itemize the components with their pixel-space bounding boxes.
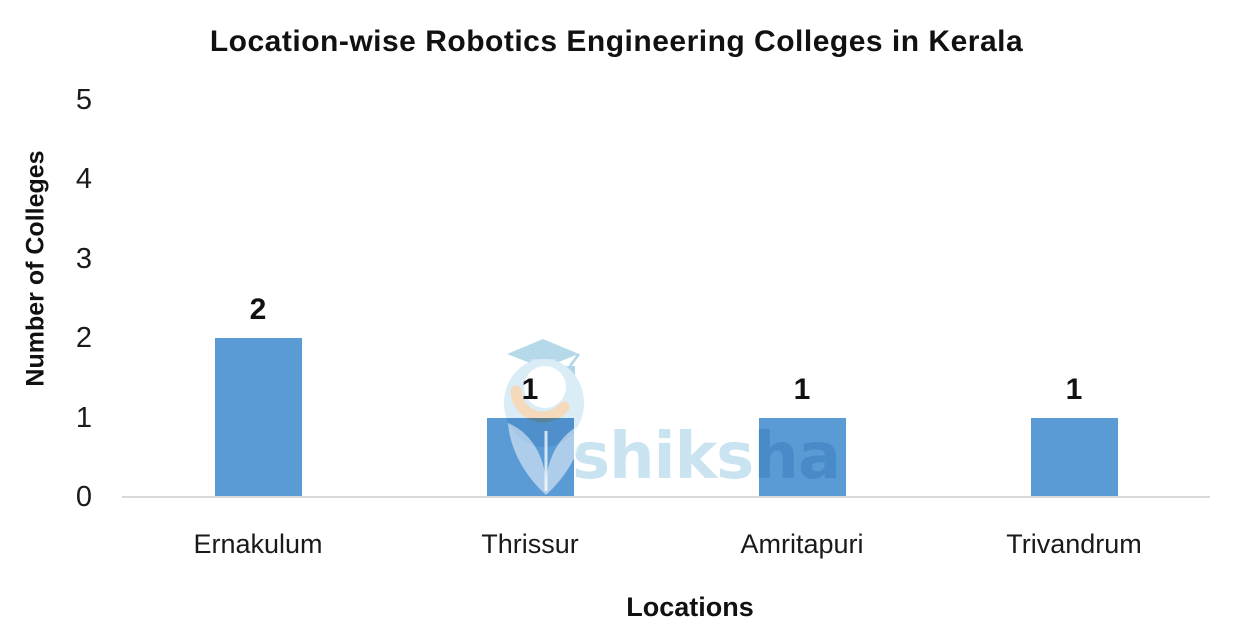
y-tick-label: 5: [75, 84, 92, 116]
bar-ernakulum: [214, 338, 302, 497]
bar-thrissur: [486, 417, 574, 497]
x-axis-title: Locations: [626, 592, 754, 622]
y-tick-label: 2: [75, 322, 92, 355]
y-tick-label: 4: [75, 163, 92, 196]
y-tick-label: 1: [75, 401, 92, 434]
data-label-ernakulum: 2: [249, 293, 267, 327]
data-label-trivandrum: 1: [1065, 372, 1083, 406]
bar-amritapuri: [758, 417, 846, 497]
x-axis-line: [122, 496, 1210, 498]
y-tick-label: 3: [75, 242, 92, 275]
data-label-thrissur: 1: [521, 372, 539, 406]
category-label-ernakulum: Ernakulum: [193, 529, 323, 559]
bar-trivandrum: [1030, 417, 1118, 497]
category-label-trivandrum: Trivandrum: [1006, 529, 1142, 559]
data-label-amritapuri: 1: [793, 372, 811, 406]
category-label-amritapuri: Amritapuri: [740, 529, 864, 559]
y-tick-label: 0: [75, 481, 92, 513]
category-label-thrissur: Thrissur: [481, 529, 579, 559]
chart-title: Location-wise Robotics Engineering Colle…: [209, 25, 1024, 58]
graduation-cap-icon: [507, 339, 579, 368]
